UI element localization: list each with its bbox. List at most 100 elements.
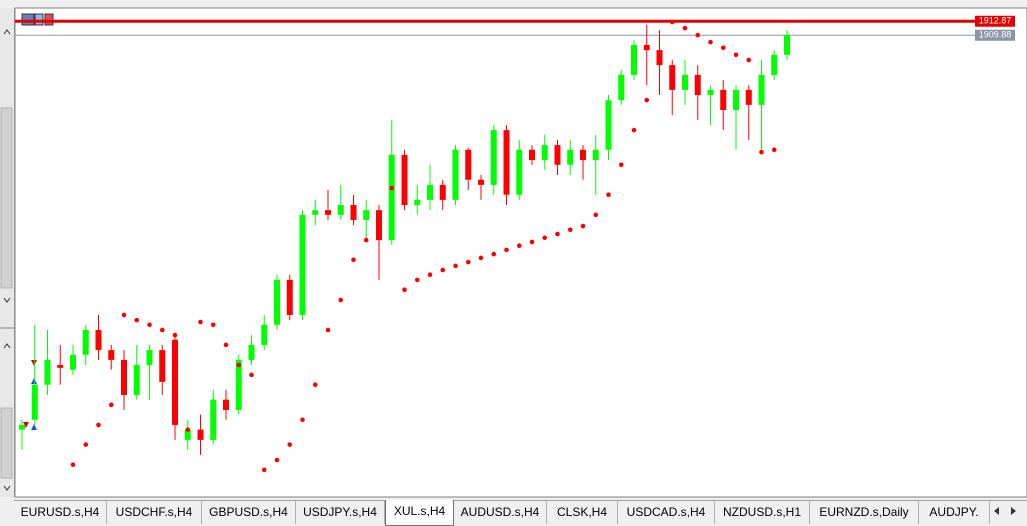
sar-dot — [669, 19, 675, 25]
candle-body — [758, 74, 765, 105]
tab-arrows-icon — [994, 507, 1016, 515]
sar-dot — [83, 442, 89, 447]
sar-dot — [147, 322, 152, 328]
sar-dot — [580, 223, 586, 229]
candle-body — [19, 424, 25, 430]
sar-dot — [733, 52, 739, 58]
sar-dot — [287, 442, 293, 447]
candle-body — [414, 199, 421, 206]
sar-dot — [516, 243, 522, 249]
sar-dot — [771, 147, 777, 153]
sar-dot — [389, 185, 395, 191]
candle-body — [656, 50, 663, 66]
sar-dot — [223, 342, 229, 348]
sar-dot — [351, 257, 356, 263]
candle-body — [439, 184, 446, 200]
candle-body — [618, 74, 625, 101]
candle-body — [312, 210, 319, 215]
sar-dot — [555, 231, 560, 237]
candle-body — [490, 130, 497, 185]
sar-dot — [274, 457, 280, 463]
candle-body — [108, 350, 115, 360]
chart-tab[interactable]: XUL.s,H4 — [385, 500, 454, 526]
chart-tab[interactable]: EURNZD.s,Daily — [810, 501, 919, 524]
sar-dot — [618, 162, 624, 168]
chart-area — [14, 7, 1027, 498]
sar-dot — [427, 272, 433, 278]
candle-body — [452, 149, 459, 200]
chart-tab[interactable]: EURUSD.s,H4 — [14, 501, 107, 524]
sar-dot — [682, 25, 688, 31]
candle-body — [121, 359, 127, 395]
sar-dot — [759, 149, 764, 155]
candle-body — [694, 74, 701, 96]
price-label-bg — [975, 15, 1015, 27]
candle-body — [223, 399, 229, 410]
candle-body — [745, 89, 752, 105]
candle-body — [133, 365, 140, 395]
candle-body — [669, 65, 676, 90]
candle-body — [210, 399, 217, 440]
sar-dot — [185, 427, 191, 432]
chart-tab[interactable]: USDJPY.s,H4 — [296, 501, 385, 524]
candle-body — [554, 145, 561, 165]
candle-body — [388, 154, 395, 241]
sar-dot — [108, 402, 114, 408]
candle-body — [541, 145, 548, 161]
chart-tab[interactable]: AUDUSD.s,H4 — [454, 501, 547, 524]
sar-dot — [414, 277, 420, 283]
chart-tab[interactable]: AUDJPY. — [919, 501, 990, 524]
chart-tab[interactable]: NZDUSD.s,H1 — [715, 501, 810, 524]
sar-dot — [325, 327, 331, 333]
price-label: 1912.87 — [979, 16, 1012, 26]
candle-body — [720, 89, 727, 111]
trade-arrows — [23, 360, 37, 430]
sar-dot — [695, 32, 701, 38]
candle-body — [82, 329, 89, 355]
scrollbars — [0, 29, 14, 491]
sar-dot — [478, 255, 484, 261]
candle-body — [350, 205, 357, 220]
candle-body — [605, 100, 612, 150]
candle-body — [274, 279, 280, 325]
candle-body — [337, 205, 344, 215]
sar-dot — [504, 247, 509, 253]
candle-body — [631, 44, 637, 75]
chart-tab[interactable]: USDCAD.s,H4 — [618, 501, 715, 524]
sar-dot — [593, 212, 599, 218]
sar-dot — [312, 382, 318, 387]
sar-dot — [338, 297, 344, 303]
candle-body — [503, 130, 510, 195]
candle-body — [784, 35, 790, 55]
sar-dot — [606, 192, 611, 198]
tab-bar: EURUSD.s,H4 USDCHF.s,H4 GBPUSD.s,H4 USDJPY.… — [14, 500, 1027, 526]
candle-body — [478, 179, 484, 185]
candle-body — [159, 350, 166, 382]
candle-body — [44, 359, 51, 385]
sar-dot — [453, 263, 458, 269]
candle-body — [235, 359, 242, 410]
chart-tab[interactable]: CLSK,H4 — [547, 501, 618, 524]
sar-dot — [644, 97, 650, 103]
sar-dot — [542, 235, 548, 241]
candle-body — [771, 54, 778, 75]
chart-tab[interactable]: USDCHF.s,H4 — [107, 501, 202, 524]
toolbar-icons — [21, 13, 54, 26]
candle-body — [299, 214, 306, 315]
candle-body — [529, 149, 535, 161]
candle-body — [363, 210, 370, 220]
candle-body — [31, 384, 38, 420]
sar-dot — [159, 327, 165, 333]
sar-dot — [70, 462, 76, 468]
price-label-bg — [975, 29, 1015, 41]
chart-tab[interactable]: GBPUSD.s,H4 — [202, 501, 296, 524]
chart: 1912.87 1909.88 — [14, 7, 1027, 498]
sar-dot — [720, 45, 726, 51]
sar-dot — [363, 237, 369, 243]
candle-body — [707, 89, 714, 96]
candle-body — [70, 354, 76, 370]
candle-body — [592, 149, 599, 161]
sar-dot — [708, 39, 713, 45]
tab-scroll-arrows[interactable] — [991, 501, 1027, 525]
sar-dot — [746, 57, 752, 63]
